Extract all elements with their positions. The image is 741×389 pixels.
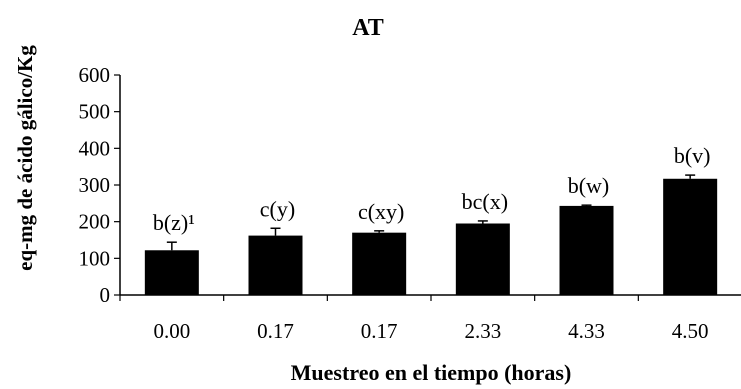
- bar: [559, 205, 614, 295]
- plot-area: 0 100 200 300 400 500 600 0.00 b(z)¹ 0.17 c(y) 0.17…: [79, 63, 741, 343]
- y-tick-label: 200: [79, 210, 111, 234]
- y-tick-label: 400: [79, 136, 111, 160]
- bar-annotation: c(xy): [358, 199, 404, 224]
- y-tick-label: 600: [79, 63, 111, 87]
- x-axis-label: Muestreo en el tiempo (horas): [291, 360, 572, 385]
- bar-annotation: c(y): [260, 196, 295, 221]
- y-tick-label: 0: [100, 283, 111, 307]
- y-axis-label: eq-mg de ácido gálico/Kg: [13, 45, 37, 271]
- bar: [455, 223, 510, 295]
- x-tick-label: 4.33: [568, 319, 605, 343]
- bar: [663, 178, 718, 295]
- y-tick-label: 500: [79, 100, 111, 124]
- bar-annotation: b(z)¹: [153, 210, 195, 235]
- bar: [352, 232, 407, 295]
- x-tick-label: 2.33: [464, 319, 501, 343]
- bar-annotation: b(w): [568, 173, 610, 198]
- x-tick-label: 0.00: [153, 319, 190, 343]
- chart-title: AT: [352, 15, 384, 41]
- x-tick-label: 0.17: [361, 319, 398, 343]
- bar: [144, 250, 199, 295]
- bar: [248, 235, 303, 295]
- x-tick-label: 0.17: [257, 319, 294, 343]
- bar-annotation: b(v): [674, 143, 711, 168]
- y-tick-label: 300: [79, 173, 111, 197]
- bar-annotation: bc(x): [462, 189, 508, 214]
- x-tick-label: 4.50: [672, 319, 709, 343]
- y-tick-label: 100: [79, 246, 111, 270]
